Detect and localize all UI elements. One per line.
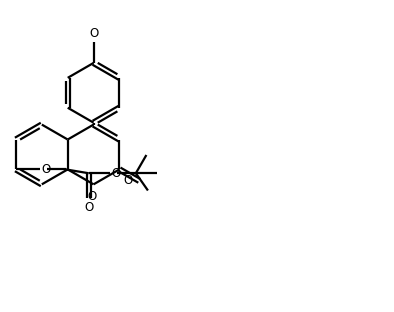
Text: O: O — [112, 167, 121, 180]
Text: O: O — [89, 27, 98, 40]
Text: O: O — [123, 174, 132, 188]
Text: O: O — [41, 163, 50, 176]
Text: O: O — [84, 201, 93, 214]
Text: O: O — [87, 190, 97, 203]
